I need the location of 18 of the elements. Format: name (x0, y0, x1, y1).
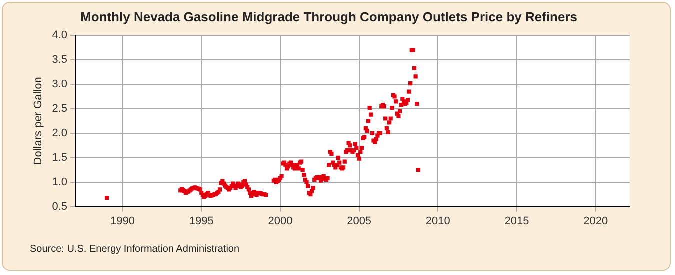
y-tick-label: 1.5 (52, 152, 68, 164)
x-tick-label: 2020 (584, 215, 608, 228)
x-tick-label: 2005 (347, 215, 372, 228)
x-tick-label: 1990 (110, 215, 136, 228)
y-tick-label: 2.0 (52, 127, 68, 140)
y-axis-title: Dollars per Gallon (32, 77, 45, 166)
y-tick-label: 1.0 (52, 176, 68, 188)
source-note: Source: U.S. Energy Information Administration (30, 244, 240, 255)
y-tick-label: 2.5 (52, 103, 68, 116)
y-tick-label: 4.0 (52, 30, 68, 42)
x-tick-label: 2000 (268, 215, 293, 228)
y-tick-label: 3.0 (52, 78, 68, 91)
chart-title: Monthly Nevada Gasoline Midgrade Through Company Outlets Price by Refiners (80, 9, 578, 24)
y-tick-label: 3.5 (52, 54, 68, 66)
x-tick-label: 2010 (426, 215, 450, 228)
x-tick-label: 1995 (189, 215, 214, 228)
x-tick-label: 2015 (504, 215, 530, 228)
y-tick-label: 0.5 (52, 200, 68, 213)
